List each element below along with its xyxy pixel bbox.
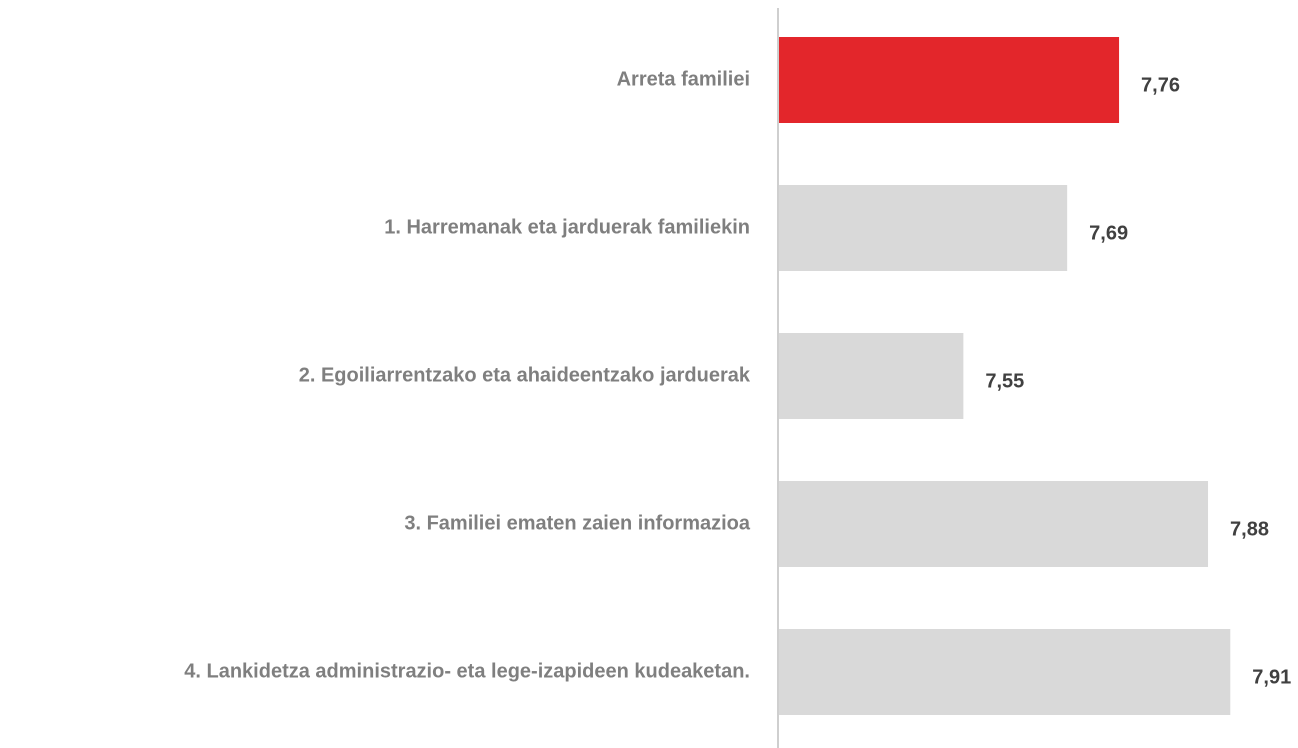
category-label: 4. Lankidetza administrazio- eta lege-iz… [184,660,750,682]
value-label: 7,91 [1252,666,1291,688]
value-label: 7,76 [1141,74,1180,96]
bar [778,185,1068,271]
value-label: 7,55 [985,370,1024,392]
category-label: 1. Harremanak eta jarduerak familiekin [384,216,750,238]
bar [778,481,1209,567]
value-label: 7,88 [1230,518,1269,540]
bar [778,333,964,419]
category-label: 3. Familiei ematen zaien informazioa [404,512,751,534]
value-label: 7,69 [1089,222,1128,244]
category-label: Arreta familiei [617,68,750,90]
bar [778,37,1120,123]
category-label: 2. Egoiliarrentzako eta ahaideentzako ja… [299,364,751,386]
bar [778,629,1231,715]
